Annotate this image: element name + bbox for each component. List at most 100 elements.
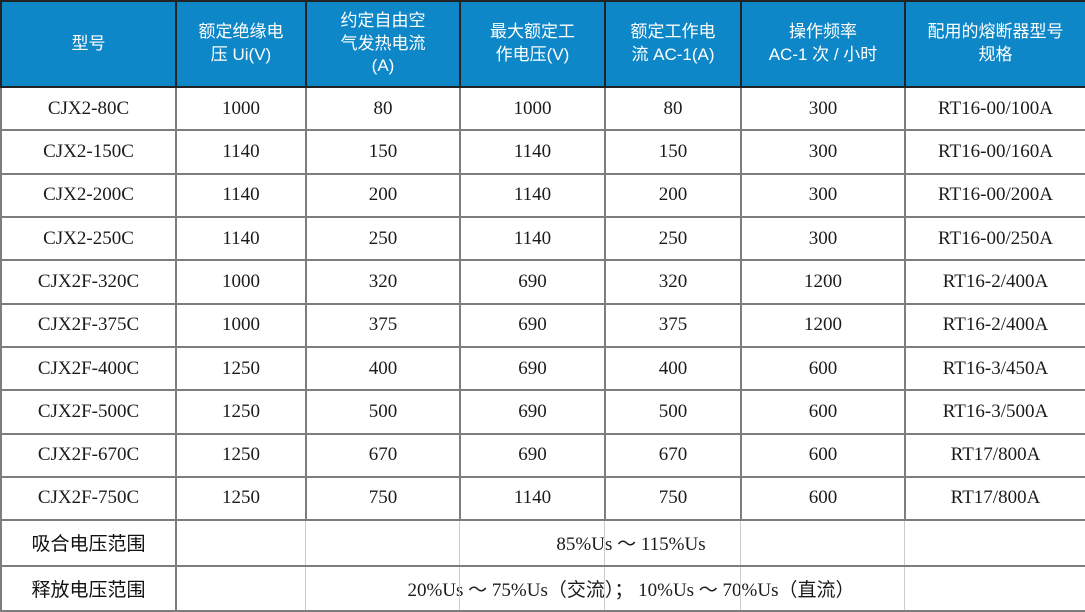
cell-fuse: RT16-00/100A: [904, 85, 1085, 132]
cell-value: 1140: [175, 215, 307, 262]
footer-label-release-voltage: 释放电压范围: [0, 564, 177, 612]
cell-value: 690: [459, 345, 606, 392]
column-guide-line: [459, 521, 460, 565]
column-guide-line: [740, 521, 741, 565]
cell-value: 1000: [459, 85, 606, 132]
cell-value: 750: [305, 475, 461, 522]
cell-value: 1140: [175, 129, 307, 175]
table-row: CJX2F-400C 1250 400 690 400 600 RT16-3/4…: [0, 345, 1085, 392]
cell-value: 500: [604, 389, 742, 435]
cell-value: 375: [604, 302, 742, 348]
column-guide-line: [904, 566, 905, 610]
footer-value-text: 20%Us ～ 75%Us（交流）； 10%Us ～ 70%Us（直流）: [407, 579, 855, 601]
cell-value: 300: [740, 129, 906, 175]
cell-fuse: RT16-00/200A: [904, 172, 1085, 218]
cell-value: 200: [604, 172, 742, 218]
table-row: CJX2F-750C 1250 750 1140 750 600 RT17/80…: [0, 475, 1085, 522]
cell-value: 670: [305, 432, 461, 478]
footer-value-pickup-voltage: 85%Us ～ 115%Us: [175, 519, 1085, 567]
table-row: CJX2F-320C 1000 320 690 320 1200 RT16-2/…: [0, 259, 1085, 305]
cell-model: CJX2F-375C: [0, 302, 177, 348]
cell-value: 1200: [740, 259, 906, 305]
cell-value: 750: [604, 475, 742, 522]
cell-value: 1250: [175, 475, 307, 522]
header-cell-model: 型号: [0, 0, 177, 88]
cell-value: 600: [740, 475, 906, 522]
cell-model: CJX2F-750C: [0, 475, 177, 522]
table-body: CJX2-80C 1000 80 1000 80 300 RT16-00/100…: [0, 85, 1085, 612]
column-guide-line: [305, 566, 306, 610]
cell-value: 1140: [459, 475, 606, 522]
cell-value: 1250: [175, 389, 307, 435]
cell-value: 690: [459, 389, 606, 435]
cell-value: 1000: [175, 302, 307, 348]
cell-value: 300: [740, 215, 906, 262]
cell-value: 250: [604, 215, 742, 262]
footer-value-text: 85%Us ～ 115%Us: [556, 534, 706, 556]
cell-value: 80: [305, 85, 461, 132]
cell-value: 1250: [175, 345, 307, 392]
cell-fuse: RT16-2/400A: [904, 302, 1085, 348]
cell-model: CJX2F-500C: [0, 389, 177, 435]
table-row: CJX2-150C 1140 150 1140 150 300 RT16-00/…: [0, 129, 1085, 175]
cell-value: 80: [604, 85, 742, 132]
header-cell-max-working-voltage: 最大额定工 作电压(V): [459, 0, 606, 88]
cell-value: 600: [740, 345, 906, 392]
footer-value-release-voltage: 20%Us ～ 75%Us（交流）； 10%Us ～ 70%Us（直流）: [175, 564, 1085, 612]
cell-value: 320: [604, 259, 742, 305]
cell-value: 300: [740, 85, 906, 132]
cell-value: 1000: [175, 85, 307, 132]
cell-value: 500: [305, 389, 461, 435]
cell-value: 375: [305, 302, 461, 348]
cell-value: 320: [305, 259, 461, 305]
cell-value: 150: [305, 129, 461, 175]
cell-value: 1000: [175, 259, 307, 305]
header-row: 型号 额定绝缘电 压 Ui(V) 约定自由空 气发热电流 (A) 最大额定工 作…: [0, 0, 1085, 88]
column-guide-line: [904, 521, 905, 565]
cell-value: 1140: [459, 129, 606, 175]
cell-fuse: RT16-3/500A: [904, 389, 1085, 435]
cell-fuse: RT17/800A: [904, 432, 1085, 478]
table-row: CJX2F-375C 1000 375 690 375 1200 RT16-2/…: [0, 302, 1085, 348]
cell-model: CJX2F-320C: [0, 259, 177, 305]
header-cell-fuse-spec: 配用的熔断器型号 规格: [904, 0, 1085, 88]
cell-value: 690: [459, 302, 606, 348]
footer-row-pickup-voltage: 吸合电压范围 85%Us ～ 115%Us: [0, 519, 1085, 567]
cell-fuse: RT17/800A: [904, 475, 1085, 522]
cell-value: 1200: [740, 302, 906, 348]
cell-value: 690: [459, 259, 606, 305]
cell-model: CJX2F-670C: [0, 432, 177, 478]
table-row: CJX2F-500C 1250 500 690 500 600 RT16-3/5…: [0, 389, 1085, 435]
cell-value: 600: [740, 432, 906, 478]
cell-value: 200: [305, 172, 461, 218]
cell-model: CJX2-200C: [0, 172, 177, 218]
cell-value: 1140: [459, 215, 606, 262]
cell-model: CJX2-80C: [0, 85, 177, 132]
cell-fuse: RT16-3/450A: [904, 345, 1085, 392]
table-row: CJX2F-670C 1250 670 690 670 600 RT17/800…: [0, 432, 1085, 478]
cell-model: CJX2-250C: [0, 215, 177, 262]
cell-value: 250: [305, 215, 461, 262]
table-row: CJX2-80C 1000 80 1000 80 300 RT16-00/100…: [0, 85, 1085, 132]
cell-value: 400: [305, 345, 461, 392]
header-cell-operation-frequency: 操作频率 AC-1 次 / 小时: [740, 0, 906, 88]
column-guide-line: [305, 521, 306, 565]
cell-model: CJX2-150C: [0, 129, 177, 175]
cell-value: 300: [740, 172, 906, 218]
cell-value: 150: [604, 129, 742, 175]
cell-value: 400: [604, 345, 742, 392]
cell-value: 1250: [175, 432, 307, 478]
cell-model: CJX2F-400C: [0, 345, 177, 392]
cell-value: 670: [604, 432, 742, 478]
cell-fuse: RT16-00/160A: [904, 129, 1085, 175]
cell-value: 1140: [459, 172, 606, 218]
footer-label-pickup-voltage: 吸合电压范围: [0, 519, 177, 567]
footer-row-release-voltage: 释放电压范围 20%Us ～ 75%Us（交流）； 10%Us ～ 70%Us（…: [0, 564, 1085, 612]
cell-value: 1140: [175, 172, 307, 218]
cell-fuse: RT16-00/250A: [904, 215, 1085, 262]
header-cell-rated-current: 额定工作电 流 AC-1(A): [604, 0, 742, 88]
header-cell-insulation-voltage: 额定绝缘电 压 Ui(V): [175, 0, 307, 88]
cell-value: 600: [740, 389, 906, 435]
